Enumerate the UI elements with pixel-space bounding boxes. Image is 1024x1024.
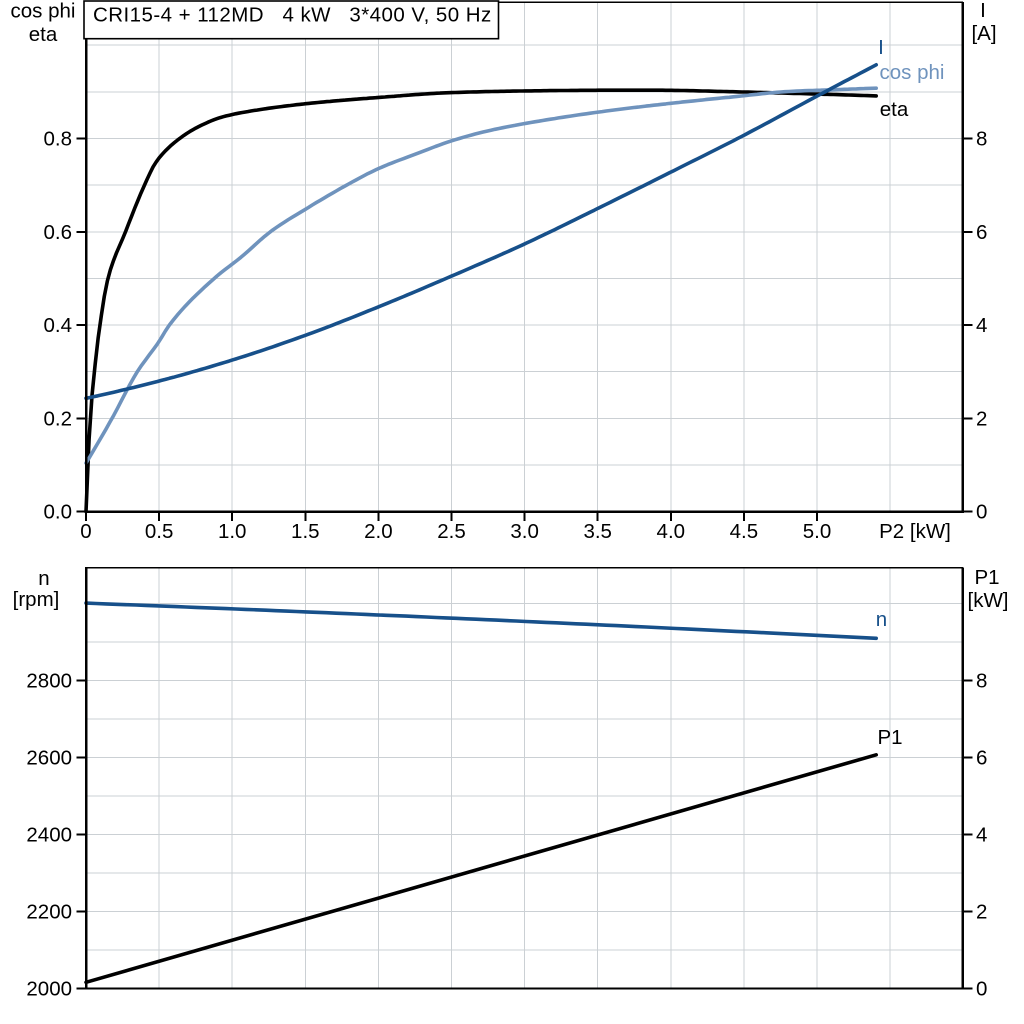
svg-text:P2 [kW]: P2 [kW] xyxy=(879,520,951,543)
svg-text:eta: eta xyxy=(880,98,909,121)
svg-text:[rpm]: [rpm] xyxy=(13,588,60,611)
svg-text:2.0: 2.0 xyxy=(364,520,393,543)
svg-text:2600: 2600 xyxy=(26,747,72,770)
svg-text:n: n xyxy=(876,608,887,631)
svg-text:2: 2 xyxy=(976,901,987,924)
svg-text:I: I xyxy=(980,0,986,22)
svg-text:2200: 2200 xyxy=(26,901,72,924)
svg-text:n: n xyxy=(38,567,49,590)
svg-text:6: 6 xyxy=(976,221,987,244)
svg-text:2: 2 xyxy=(976,407,987,430)
svg-text:1.5: 1.5 xyxy=(291,520,320,543)
svg-text:CRI15-4 + 112MD 4 kW 3*400: CRI15-4 + 112MD 4 kW 3*400 V, 50 Hz xyxy=(93,4,492,27)
svg-text:1.0: 1.0 xyxy=(218,520,247,543)
svg-text:P1: P1 xyxy=(974,566,999,589)
svg-text:[kW]: [kW] xyxy=(968,589,1009,612)
svg-text:3.0: 3.0 xyxy=(510,520,539,543)
svg-text:I: I xyxy=(878,36,884,59)
svg-text:2800: 2800 xyxy=(26,670,72,693)
svg-text:2.5: 2.5 xyxy=(437,520,466,543)
svg-text:8: 8 xyxy=(976,670,987,693)
svg-text:2000: 2000 xyxy=(26,978,72,1001)
svg-text:0.8: 0.8 xyxy=(44,128,73,151)
svg-text:4.5: 4.5 xyxy=(730,520,759,543)
svg-text:cos phi: cos phi xyxy=(11,0,76,23)
svg-text:0.0: 0.0 xyxy=(44,501,73,524)
svg-text:0.6: 0.6 xyxy=(44,221,73,244)
svg-text:0.4: 0.4 xyxy=(44,314,73,337)
svg-text:[A]: [A] xyxy=(971,22,996,45)
svg-text:4: 4 xyxy=(976,824,987,847)
svg-text:5.0: 5.0 xyxy=(803,520,832,543)
svg-text:2400: 2400 xyxy=(26,824,72,847)
svg-text:4.0: 4.0 xyxy=(657,520,686,543)
svg-text:4: 4 xyxy=(976,314,987,337)
svg-text:0: 0 xyxy=(80,520,91,543)
svg-text:0.2: 0.2 xyxy=(44,407,73,430)
svg-text:6: 6 xyxy=(976,747,987,770)
svg-text:8: 8 xyxy=(976,128,987,151)
svg-text:eta: eta xyxy=(29,23,58,46)
svg-text:P1: P1 xyxy=(877,726,902,749)
svg-text:0.5: 0.5 xyxy=(145,520,174,543)
svg-text:3.5: 3.5 xyxy=(583,520,612,543)
svg-text:0: 0 xyxy=(976,978,987,1001)
svg-text:cos phi: cos phi xyxy=(880,61,945,84)
svg-text:0: 0 xyxy=(976,501,987,524)
